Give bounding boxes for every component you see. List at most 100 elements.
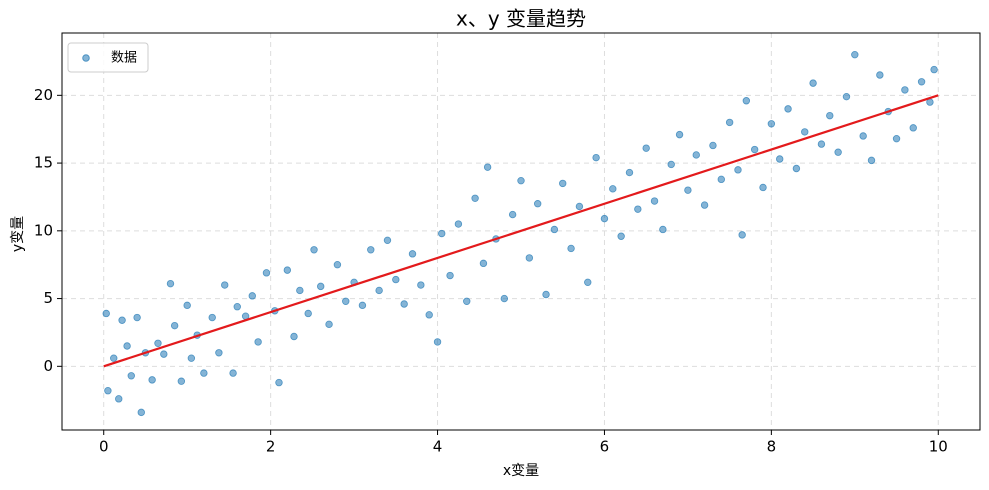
data-point [909, 124, 917, 132]
trend-line [103, 94, 939, 368]
data-point [254, 338, 262, 346]
legend-box [67, 42, 149, 73]
data-point [851, 50, 859, 59]
data-point [200, 369, 208, 377]
data-point [262, 269, 271, 277]
data-point [750, 145, 759, 154]
data-point [317, 282, 325, 291]
data-point [375, 286, 383, 295]
data-point [642, 144, 650, 152]
data-point [283, 266, 292, 274]
y-tick-label: 5 [43, 289, 53, 307]
data-point [709, 141, 717, 150]
data-point [148, 376, 156, 384]
data-point [479, 259, 488, 268]
data-point [154, 339, 162, 347]
data-point [734, 166, 742, 174]
data-point [400, 300, 408, 308]
data-point [483, 163, 492, 171]
data-point [776, 155, 784, 163]
data-point [296, 286, 304, 295]
data-point [118, 316, 126, 324]
data-point [233, 302, 241, 311]
data-point [784, 105, 792, 113]
data-point [433, 338, 442, 346]
x-axis-label: x变量 [503, 463, 539, 479]
data-point [842, 92, 851, 101]
data-point [617, 232, 625, 240]
data-point [127, 372, 135, 380]
data-point [304, 309, 312, 318]
data-point [817, 140, 826, 148]
data-point [367, 246, 375, 254]
data-point [325, 320, 333, 329]
data-point [408, 250, 417, 258]
data-point [659, 225, 667, 234]
data-point [567, 244, 575, 253]
data-point [742, 97, 751, 105]
data-point [392, 275, 400, 284]
data-point [517, 176, 525, 185]
data-point [609, 185, 617, 193]
y-tick-label: 0 [43, 357, 53, 375]
data-point [110, 354, 118, 362]
data-point [310, 246, 318, 254]
data-point [438, 229, 446, 238]
plot-frame [61, 32, 981, 431]
data-point [533, 200, 542, 208]
data-point [123, 342, 131, 350]
data-point [166, 279, 175, 288]
data-point [500, 294, 509, 303]
x-tick-label: 2 [266, 438, 276, 456]
data-point [692, 151, 700, 159]
data-point [550, 225, 559, 234]
data-point [342, 297, 350, 305]
data-point [358, 301, 367, 310]
data-point [463, 297, 471, 305]
chart-title: x、y 变量趋势 [456, 7, 586, 31]
data-point [183, 301, 191, 310]
data-point [725, 118, 734, 127]
data-point [667, 160, 675, 169]
data-point [215, 349, 223, 357]
data-point [471, 194, 479, 203]
x-tick-label: 0 [99, 438, 109, 456]
data-point [525, 254, 534, 262]
data-point [221, 281, 229, 289]
data-point [559, 179, 567, 188]
data-point [425, 311, 433, 319]
data-point [867, 156, 876, 165]
data-point [834, 148, 842, 156]
data-point [542, 290, 550, 299]
data-point [417, 281, 425, 289]
data-point [454, 220, 463, 228]
y-tick-label: 10 [34, 221, 53, 239]
data-point [383, 236, 392, 245]
data-point [177, 377, 186, 385]
data-point [717, 175, 725, 184]
data-point [859, 132, 867, 140]
data-point [508, 210, 517, 219]
data-point [187, 354, 196, 362]
data-point [809, 79, 817, 87]
data-point [767, 120, 776, 128]
data-point [634, 205, 642, 213]
data-point [275, 378, 283, 387]
data-point [917, 78, 926, 86]
data-point [248, 292, 256, 300]
data-point [826, 111, 834, 120]
data-point [738, 231, 746, 239]
x-tick-label: 6 [600, 438, 610, 456]
x-tick-label: 4 [433, 438, 443, 456]
data-point [133, 313, 141, 322]
data-point [575, 202, 584, 211]
data-point [208, 313, 216, 322]
data-point [600, 214, 609, 223]
data-point [700, 201, 709, 209]
data-point [930, 65, 938, 74]
data-point [876, 71, 884, 79]
data-point [104, 387, 112, 395]
data-point [333, 260, 342, 269]
